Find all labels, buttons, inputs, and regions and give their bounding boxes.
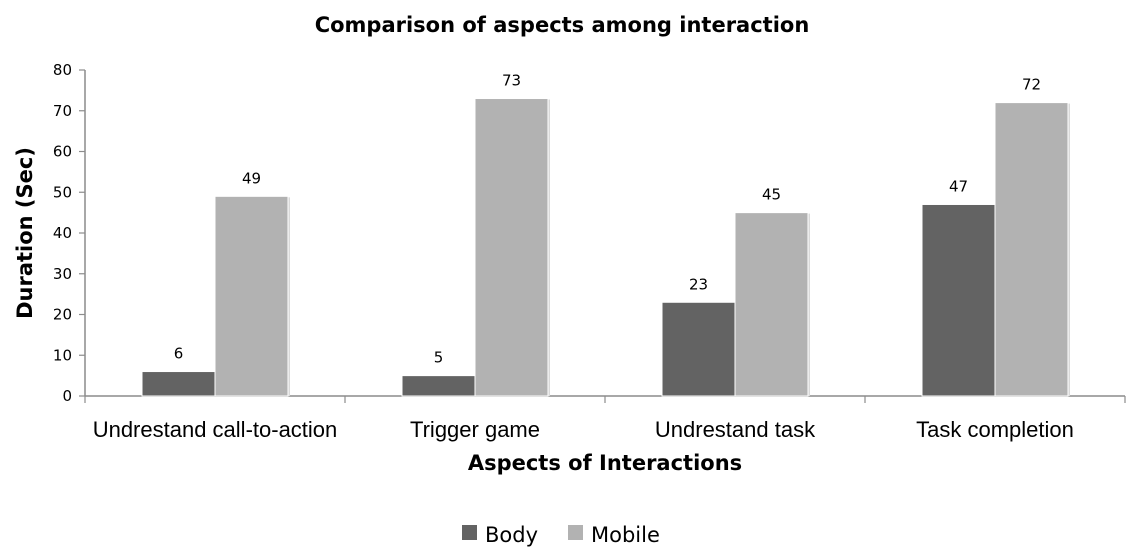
bar-body bbox=[661, 301, 736, 397]
y-tick-label: 80 bbox=[53, 61, 72, 79]
bar-body bbox=[401, 375, 476, 397]
legend: Body Mobile bbox=[462, 523, 660, 547]
chart-title: Comparison of aspects among interaction bbox=[315, 13, 810, 37]
y-axis-title: Duration (Sec) bbox=[13, 147, 37, 319]
bar-mobile bbox=[994, 102, 1069, 397]
legend-swatch-body bbox=[462, 525, 477, 540]
y-tick-label: 0 bbox=[62, 387, 72, 405]
bar-mobile bbox=[734, 212, 809, 397]
x-tick-label: Task completion bbox=[916, 417, 1074, 442]
legend-swatch-mobile bbox=[568, 525, 583, 540]
data-label: 47 bbox=[949, 177, 968, 195]
data-label: 72 bbox=[1022, 76, 1041, 94]
plot-area: 0 10 20 30 40 50 60 70 80 Undrestand call-to-acti… bbox=[53, 61, 1126, 442]
x-tick-label: Undrestand call-to-action bbox=[93, 417, 338, 442]
x-tick-label: Trigger game bbox=[410, 417, 540, 442]
data-label: 5 bbox=[434, 349, 444, 367]
bar-mobile bbox=[474, 98, 549, 397]
bar-mobile bbox=[214, 195, 289, 397]
y-tick-label: 70 bbox=[53, 102, 72, 120]
x-tick-label: Undrestand task bbox=[655, 417, 816, 442]
data-label: 49 bbox=[242, 169, 261, 187]
y-tick-label: 60 bbox=[53, 143, 72, 161]
data-label: 45 bbox=[762, 186, 781, 204]
y-tick-label: 30 bbox=[53, 265, 72, 283]
y-tick-label: 10 bbox=[53, 346, 72, 364]
y-tick-label: 20 bbox=[53, 306, 72, 324]
data-label: 6 bbox=[174, 345, 184, 363]
y-tick-label: 40 bbox=[53, 224, 72, 242]
data-label: 73 bbox=[502, 72, 521, 90]
x-axis-title: Aspects of Interactions bbox=[468, 451, 742, 475]
data-label: 23 bbox=[689, 275, 708, 293]
y-tick-label: 50 bbox=[53, 183, 72, 201]
bar-body bbox=[921, 203, 996, 397]
legend-label-body: Body bbox=[485, 523, 538, 547]
bar-body bbox=[141, 371, 216, 397]
legend-label-mobile: Mobile bbox=[591, 523, 660, 547]
